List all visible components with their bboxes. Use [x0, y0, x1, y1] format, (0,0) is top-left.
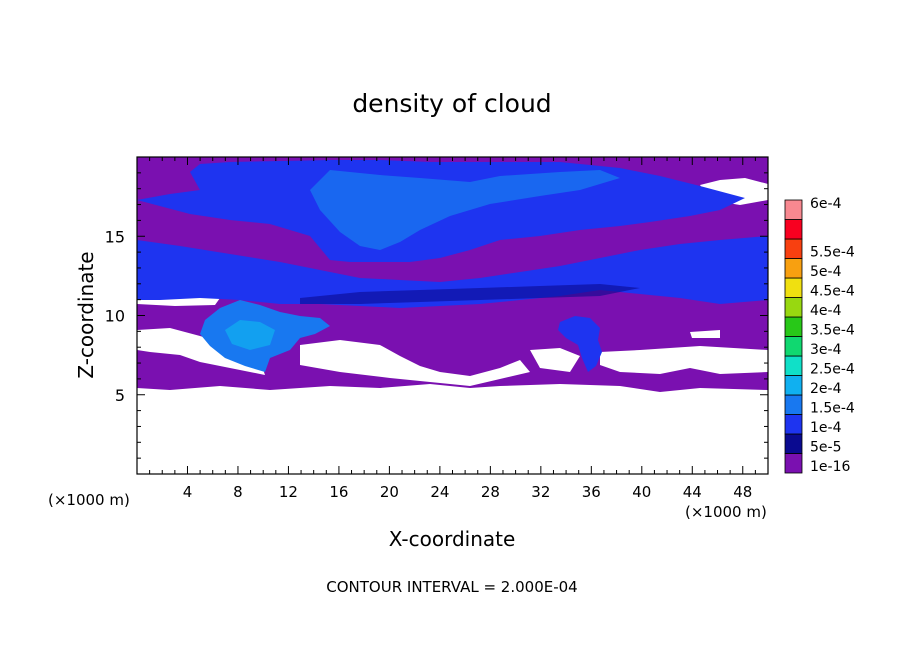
colorbar-label: 4e-4: [810, 303, 842, 319]
x-tick-label: 44: [683, 483, 702, 501]
colorbar-label: 1.5e-4: [810, 401, 855, 417]
colorbar-label: 2.5e-4: [810, 362, 855, 378]
cloud-cell-right: [558, 316, 602, 372]
cloud-cell-left-core: [225, 320, 275, 350]
colorbar-swatch: [784, 258, 803, 279]
x-axis-ticks: 4 8 12 16 20 24 28 32 36 40 44 48: [149, 157, 756, 501]
z-unit-label: (×1000 m): [48, 491, 130, 509]
colorbar-label: 1e-16: [810, 459, 850, 475]
x-tick-label: 28: [481, 483, 500, 501]
x-tick-label: 8: [233, 483, 243, 501]
y-axis-label: Z-coordinate: [74, 251, 98, 378]
x-tick-label: 20: [380, 483, 399, 501]
colorbar: 1e-16 5e-5 1e-4 1.5e-4 2e-4 2.5e-4 3e-4 3.5e-4 4…: [784, 196, 855, 475]
y-tick-label: 10: [105, 307, 125, 326]
heatmap-field: [137, 157, 768, 474]
colorbar-swatch: [784, 277, 803, 298]
x-tick-label: 24: [430, 483, 449, 501]
colorbar-label: 2e-4: [810, 381, 842, 397]
colorbar-swatch: [784, 394, 803, 415]
colorbar-label: 4.5e-4: [810, 284, 855, 300]
y-tick-label: 5: [115, 386, 125, 405]
colorbar-label: 3e-4: [810, 342, 842, 358]
colorbar-swatch: [784, 375, 803, 396]
y-axis-ticks: 5 10 15: [105, 172, 768, 459]
colorbar-swatch: [784, 414, 803, 435]
blue-layer-dark-band: [300, 284, 640, 304]
x-tick-label: 4: [183, 483, 193, 501]
x-tick-label: 36: [582, 483, 601, 501]
colorbar-swatch: [784, 219, 803, 240]
colorbar-swatch: [784, 238, 803, 259]
colorbar-label: 6e-4: [810, 196, 842, 212]
x-unit-label: (×1000 m): [685, 503, 767, 521]
colorbar-label: 1e-4: [810, 420, 842, 436]
colorbar-swatch: [784, 453, 803, 474]
x-tick-label: 12: [279, 483, 298, 501]
colorbar-label: 5.5e-4: [810, 245, 855, 261]
colorbar-swatch: [784, 336, 803, 357]
colorbar-label: 3.5e-4: [810, 323, 855, 339]
x-axis-label: X-coordinate: [389, 527, 516, 551]
x-tick-label: 40: [632, 483, 651, 501]
colorbar-label: 5e-4: [810, 264, 842, 280]
colorbar-swatch: [784, 433, 803, 454]
contour-interval-note: CONTOUR INTERVAL = 2.000E-04: [326, 578, 577, 596]
colorbar-swatch: [784, 355, 803, 376]
colorbar-swatch: [784, 297, 803, 318]
colorbar-swatch: [784, 316, 803, 337]
y-tick-label: 15: [105, 227, 125, 246]
x-tick-label: 16: [329, 483, 348, 501]
colorbar-label: 5e-5: [810, 440, 841, 456]
blue-layer-core: [310, 170, 620, 250]
x-tick-label: 32: [531, 483, 550, 501]
colorbar-swatch: [784, 199, 803, 220]
x-tick-label: 48: [733, 483, 752, 501]
chart-title: density of cloud: [352, 89, 551, 118]
